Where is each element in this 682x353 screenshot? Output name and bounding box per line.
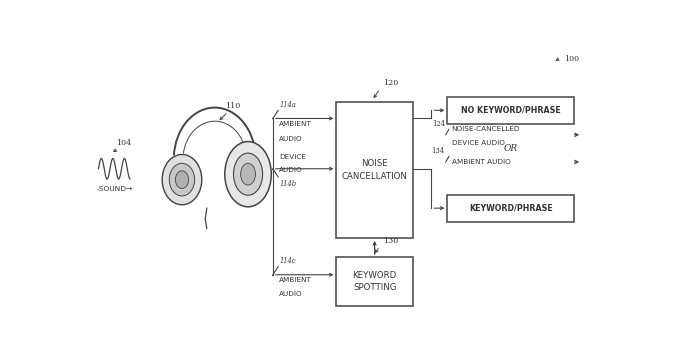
Text: NOISE
CANCELLATION: NOISE CANCELLATION: [342, 159, 408, 181]
Ellipse shape: [233, 153, 263, 195]
Bar: [336, 102, 413, 238]
Bar: [336, 257, 413, 306]
Text: 110: 110: [225, 102, 241, 110]
Text: AUDIO: AUDIO: [279, 167, 303, 173]
Text: DEVICE AUDIO: DEVICE AUDIO: [451, 140, 505, 146]
Text: KEYWORD/PHRASE: KEYWORD/PHRASE: [469, 204, 552, 213]
Bar: [447, 195, 574, 222]
Text: NO KEYWORD/PHRASE: NO KEYWORD/PHRASE: [461, 106, 561, 115]
Text: NOISE-CANCELLED: NOISE-CANCELLED: [451, 126, 520, 132]
Text: 100: 100: [563, 55, 579, 62]
Text: 114b: 114b: [279, 180, 297, 188]
Text: OR: OR: [504, 144, 518, 153]
Text: 130: 130: [383, 237, 398, 245]
Text: 104: 104: [116, 139, 131, 147]
Text: KEYWORD
SPOTTING: KEYWORD SPOTTING: [353, 271, 397, 292]
Ellipse shape: [169, 163, 194, 196]
Ellipse shape: [241, 163, 256, 185]
Text: -SOUND→: -SOUND→: [97, 186, 133, 192]
Text: DEVICE: DEVICE: [279, 154, 306, 160]
Text: 120: 120: [383, 79, 398, 87]
Text: 134: 134: [432, 147, 445, 155]
Text: AMBIENT: AMBIENT: [279, 277, 312, 283]
Text: AUDIO: AUDIO: [279, 136, 303, 142]
Text: AMBIENT: AMBIENT: [279, 121, 312, 127]
Text: 114a: 114a: [279, 101, 296, 109]
Text: 114c: 114c: [279, 257, 296, 265]
Text: AMBIENT AUDIO: AMBIENT AUDIO: [451, 159, 510, 165]
Ellipse shape: [175, 171, 189, 189]
Ellipse shape: [225, 142, 271, 207]
Bar: [447, 97, 574, 124]
Ellipse shape: [162, 155, 202, 205]
Text: 124: 124: [432, 120, 445, 128]
Text: AUDIO: AUDIO: [279, 291, 303, 297]
